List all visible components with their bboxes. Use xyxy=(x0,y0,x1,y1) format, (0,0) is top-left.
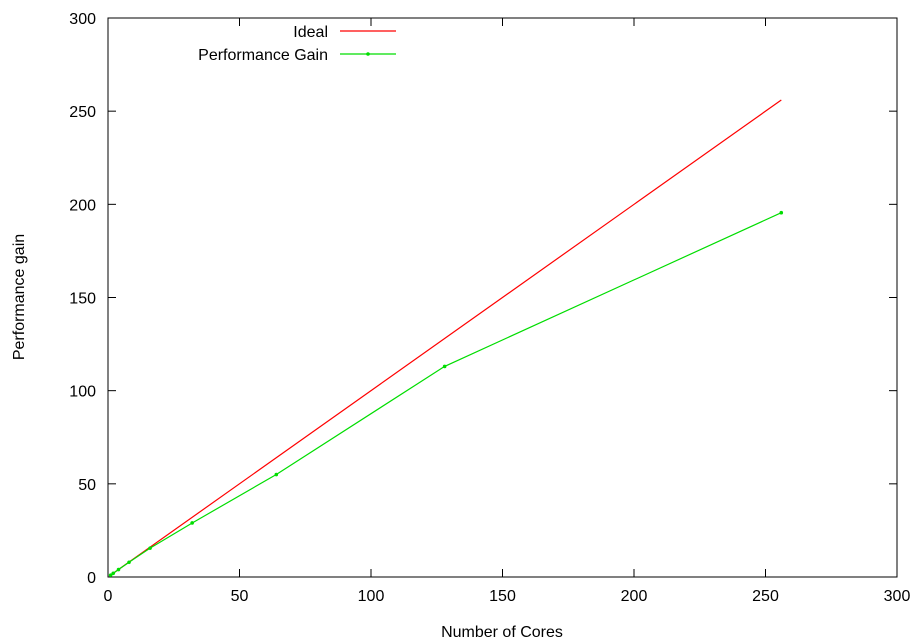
x-tick-label: 250 xyxy=(752,588,779,605)
y-tick-label: 300 xyxy=(69,11,96,28)
data-point xyxy=(274,472,279,477)
y-tick-label: 0 xyxy=(87,570,96,587)
y-axis: 0 50 100 150 200 250 300 xyxy=(69,11,897,587)
y-tick-label: 100 xyxy=(69,384,96,401)
legend-label: Ideal xyxy=(293,24,328,41)
y-tick-label: 150 xyxy=(69,291,96,308)
x-tick-label: 0 xyxy=(104,588,113,605)
data-point xyxy=(108,573,113,577)
x-tick-label: 300 xyxy=(884,588,911,605)
legend-label: Performance Gain xyxy=(198,47,328,64)
x-axis: 0 50 100 150 200 250 300 xyxy=(104,18,911,605)
y-tick-label: 250 xyxy=(69,104,96,121)
y-axis-label: Performance gain xyxy=(11,234,28,360)
data-point xyxy=(127,560,131,565)
data-point xyxy=(116,567,121,572)
legend: Ideal Performance Gain xyxy=(198,24,396,64)
x-tick-label: 100 xyxy=(358,588,385,605)
data-point xyxy=(442,364,447,369)
x-tick-label: 50 xyxy=(231,588,249,605)
x-tick-label: 200 xyxy=(621,588,648,605)
x-axis-label: Number of Cores xyxy=(441,624,563,641)
y-tick-label: 50 xyxy=(78,477,96,494)
y-tick-label: 200 xyxy=(69,197,96,214)
series-layer xyxy=(108,99,784,577)
data-point xyxy=(190,521,194,525)
x-tick-label: 150 xyxy=(489,588,516,605)
data-point xyxy=(779,210,784,215)
data-point xyxy=(148,546,152,550)
series-line-0 xyxy=(110,99,782,576)
data-point xyxy=(111,571,116,576)
series-line-1 xyxy=(110,212,782,576)
legend-marker xyxy=(366,52,370,56)
